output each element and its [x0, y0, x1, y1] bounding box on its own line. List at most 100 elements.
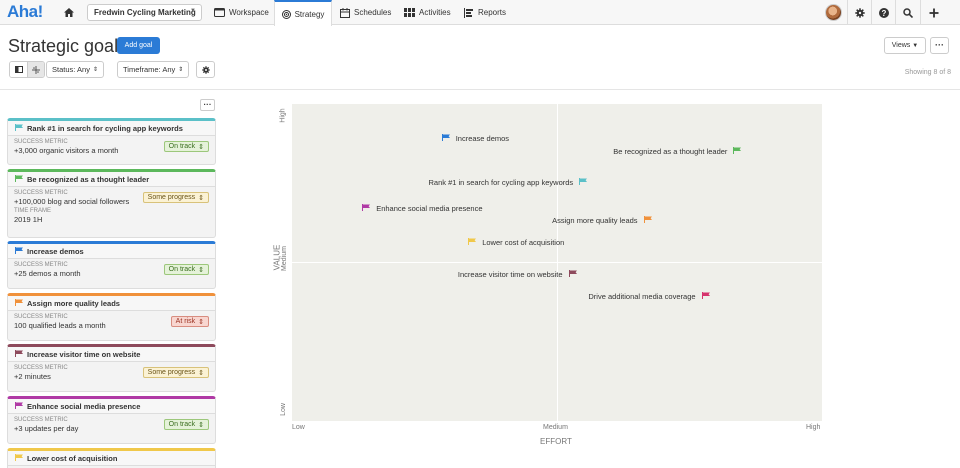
chart-point[interactable]: Increase visitor time on website [458, 270, 577, 279]
goal-card-header: Assign more quality leads [8, 296, 215, 311]
y-tick-low: Low [279, 403, 287, 416]
metric-label: SUCCESS METRIC [14, 314, 68, 320]
status-select[interactable]: On track ⇕ [163, 141, 209, 152]
goal-name: Be recognized as a thought leader [27, 174, 150, 184]
list-more-button[interactable]: ··· [200, 99, 215, 111]
timeframe-filter[interactable]: Timeframe: Any ⇕ [117, 61, 190, 78]
aha-logo[interactable]: Aha! [7, 2, 43, 21]
tab-label: Schedules [354, 8, 392, 17]
metric-value: +3 updates per day [14, 424, 79, 433]
chart-view-button[interactable] [27, 62, 44, 77]
point-label: Assign more quality leads [552, 216, 638, 226]
user-avatar[interactable] [825, 4, 842, 21]
updown-icon: ⇕ [178, 67, 184, 73]
status-filter[interactable]: Status: Any ⇕ [46, 61, 104, 78]
y-axis-label: VALUE [272, 244, 282, 271]
goal-card-header: Be recognized as a thought leader [8, 172, 215, 187]
status-select[interactable]: Some progress ⇕ [142, 367, 209, 378]
list-view-button[interactable] [10, 62, 27, 77]
goal-card[interactable]: Increase visitor time on website SUCCESS… [7, 344, 216, 392]
home-icon [64, 8, 74, 17]
tab-activities[interactable]: Activities [404, 0, 451, 25]
divider [895, 0, 896, 25]
goal-card-header: Lower cost of acquisition [8, 451, 215, 466]
timeframe-filter-label: Timeframe: Any [123, 65, 176, 74]
scatter-view-icon [32, 65, 40, 74]
tab-label: Workspace [229, 8, 269, 17]
status-filter-label: Status: Any [52, 65, 90, 74]
medium-value-line [292, 262, 822, 263]
updown-icon: ⇕ [92, 67, 98, 73]
updown-icon: ⇕ [198, 318, 204, 326]
goal-name: Increase demos [27, 246, 84, 256]
workspace-name: Fredwin Cycling Marketing [94, 8, 196, 17]
x-tick-medium: Medium [543, 424, 568, 431]
metric-label: SUCCESS METRIC [14, 417, 68, 423]
help-button[interactable]: ? [875, 4, 893, 21]
calendar-icon [340, 7, 350, 18]
point-label: Enhance social media presence [376, 203, 483, 213]
status-select[interactable]: On track ⇕ [163, 264, 209, 275]
goal-card[interactable]: Assign more quality leads SUCCESS METRIC… [7, 293, 216, 341]
chart-point[interactable]: Rank #1 in search for cycling app keywor… [429, 178, 588, 187]
chart-point[interactable]: Lower cost of acquisition [468, 238, 564, 247]
updown-icon: ⇕ [198, 421, 204, 429]
grid-icon [404, 8, 415, 17]
tab-label: Reports [478, 8, 507, 17]
goal-card-body: SUCCESS METRIC +2 minutes Some progress ⇕ [8, 362, 215, 384]
settings-button[interactable] [851, 4, 869, 21]
status-label: Some progress [147, 369, 196, 376]
metric-value: +100,000 blog and social followers [14, 197, 130, 206]
chart-point[interactable]: Increase demos [441, 133, 509, 143]
flag-icon [701, 292, 710, 301]
flag-icon [733, 146, 742, 156]
point-label: Lower cost of acquisition [482, 238, 565, 248]
tab-label: Strategy [294, 9, 325, 19]
status-label: On track [168, 421, 196, 428]
goal-card[interactable]: Rank #1 in search for cycling app keywor… [7, 118, 216, 165]
chart-point[interactable]: Drive additional media coverage [588, 292, 710, 301]
plus-icon [929, 8, 939, 17]
divider [920, 0, 921, 25]
tab-schedules[interactable]: Schedules [340, 0, 391, 25]
chart-point[interactable]: Assign more quality leads [552, 216, 652, 226]
goal-card[interactable]: Increase demos SUCCESS METRIC +25 demos … [7, 241, 216, 289]
tab-reports[interactable]: Reports [464, 0, 506, 25]
point-label: Rank #1 in search for cycling app keywor… [428, 178, 574, 188]
caret-down-icon: ▼ [912, 42, 919, 49]
goal-card[interactable]: Lower cost of acquisition [7, 448, 216, 468]
search-button[interactable] [899, 4, 917, 21]
home-button[interactable] [58, 3, 80, 22]
more-options-button[interactable]: ··· [930, 37, 949, 54]
tab-workspace[interactable]: Workspace [214, 0, 269, 25]
showing-count: Showing 8 of 8 [904, 69, 951, 76]
chart-point[interactable]: Be recognized as a thought leader [613, 146, 742, 156]
goal-card[interactable]: Enhance social media presence SUCCESS ME… [7, 396, 216, 444]
search-icon [903, 7, 913, 18]
chart-point[interactable]: Enhance social media presence [362, 203, 483, 213]
views-dropdown[interactable]: Views ▼ [884, 37, 926, 54]
workspace-select[interactable]: Fredwin Cycling Marketing ▼ [87, 4, 202, 21]
create-button[interactable] [925, 4, 943, 21]
x-axis-label: EFFORT [540, 437, 572, 446]
flag-icon [15, 453, 23, 463]
status-select[interactable]: At risk ⇕ [170, 316, 209, 327]
flag-icon [362, 203, 371, 213]
status-select[interactable]: On track ⇕ [163, 419, 209, 430]
filter-settings-button[interactable] [196, 61, 215, 78]
metric-value: 100 qualified leads a month [14, 321, 106, 330]
status-select[interactable]: Some progress ⇕ [142, 192, 209, 203]
timeframe-value: 2019 1H [14, 215, 43, 224]
updown-icon: ⇕ [198, 143, 204, 151]
add-goal-button[interactable]: Add goal [117, 37, 160, 54]
tab-strategy[interactable]: Strategy [274, 0, 332, 26]
tab-label: Activities [419, 8, 451, 17]
divider [847, 0, 848, 25]
goal-card[interactable]: Be recognized as a thought leader SUCCES… [7, 169, 216, 238]
chevron-down-icon: ▼ [190, 8, 196, 14]
top-nav-bar: Aha! Fredwin Cycling Marketing ▼ Workspa… [0, 0, 960, 26]
timeframe-label: TIME FRAME [14, 208, 51, 214]
goal-name: Rank #1 in search for cycling app keywor… [27, 123, 183, 133]
monitor-icon [214, 8, 225, 17]
goal-card-body: SUCCESS METRIC +3,000 organic visitors a… [8, 136, 215, 158]
